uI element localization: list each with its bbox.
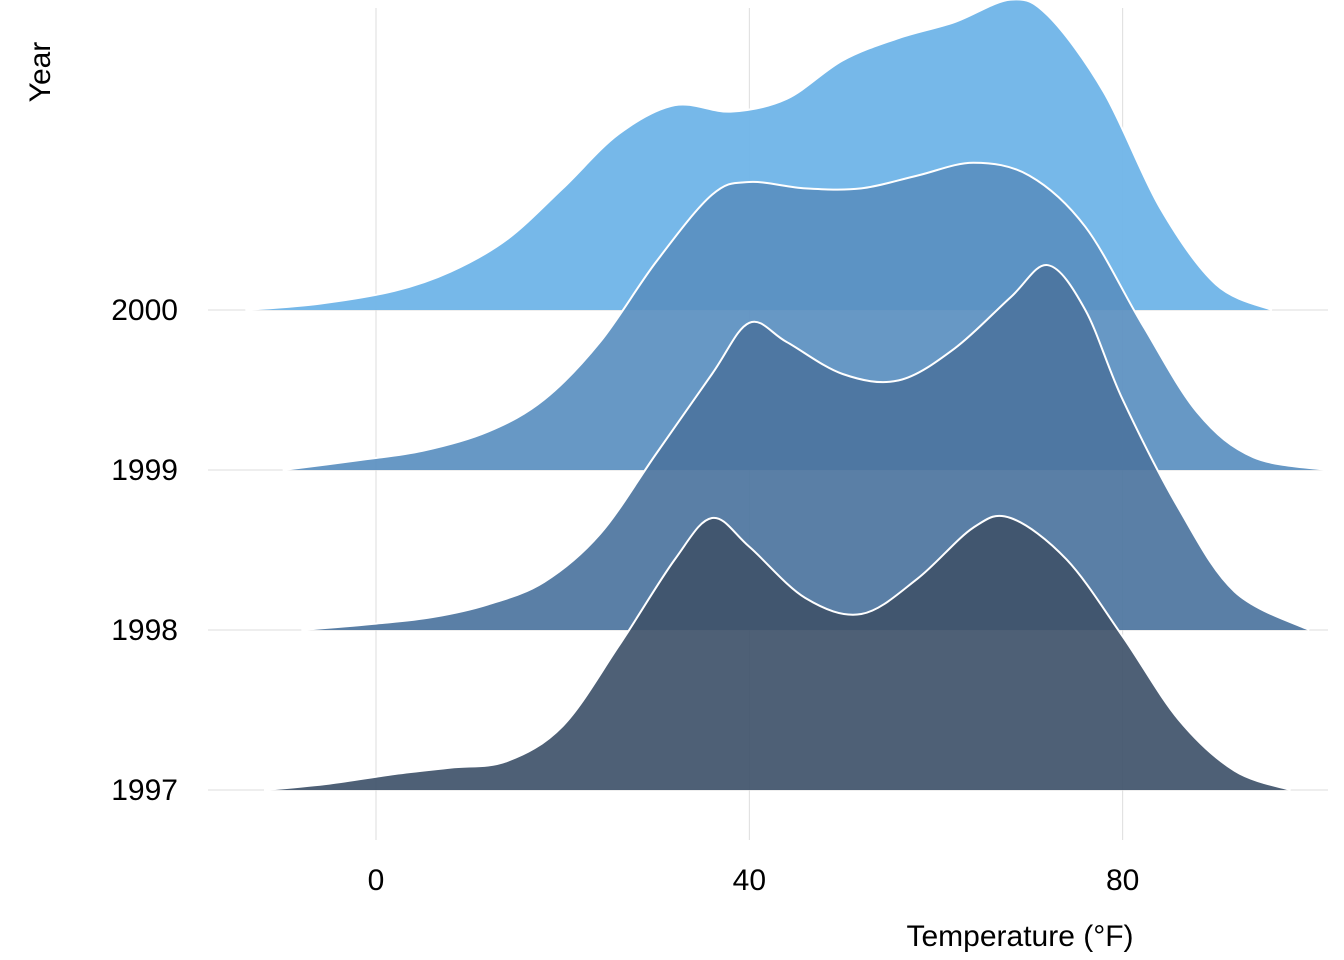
y-axis-title: Year xyxy=(24,42,57,103)
x-tick-label: 0 xyxy=(368,864,385,897)
y-tick-label: 1999 xyxy=(111,454,178,487)
y-tick-label: 1997 xyxy=(111,774,178,807)
x-tick-label: 80 xyxy=(1106,864,1139,897)
chart-svg: 0 40 80 1997 1998 1999 2000 Temperature (°F) Yea… xyxy=(0,0,1344,960)
x-tick-label: 40 xyxy=(733,864,766,897)
ridges-layer xyxy=(245,0,1328,790)
x-axis-title: Temperature (°F) xyxy=(906,920,1133,953)
y-tick-label: 1998 xyxy=(111,614,178,647)
y-tick-label: 2000 xyxy=(111,294,178,327)
ridgeline-chart: 0 40 80 1997 1998 1999 2000 Temperature (°F) Yea… xyxy=(0,0,1344,960)
